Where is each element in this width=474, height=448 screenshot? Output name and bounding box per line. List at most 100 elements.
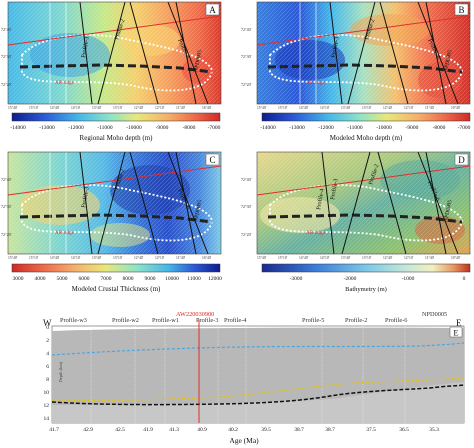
- profile-label: Profile-3: [80, 186, 91, 208]
- lon-tick: 11°40': [425, 106, 434, 110]
- lon-tick: 13°40': [92, 256, 102, 260]
- lon-ticks: 15°40' 15°10' 14°40' 14°10' 13°40' 13°10…: [8, 106, 212, 110]
- lat-tick: 72°40': [1, 177, 12, 182]
- y-axis-label: Depth (km): [58, 361, 63, 382]
- ridge-label: AR-ridge: [306, 231, 326, 236]
- profile-label: Profile-4: [315, 188, 326, 210]
- y-tick: 0: [46, 325, 49, 331]
- colorbar: [261, 263, 471, 273]
- east-label: E: [456, 318, 462, 328]
- x-tick: 35.3: [429, 427, 439, 433]
- ridge-outline: [269, 34, 463, 92]
- profile-label: NPD0005: [193, 49, 203, 72]
- y-tick: 6: [46, 364, 49, 370]
- colorbar-tick: 10000: [165, 276, 179, 282]
- lon-tick: 10°40': [451, 256, 461, 260]
- lat-tick: 72°30': [241, 204, 252, 209]
- colorbar-label: Modeled Moho depth (m): [330, 134, 403, 142]
- profile-label: NPD0005: [443, 199, 453, 222]
- section-profile-label: Profile-w2: [112, 317, 139, 324]
- lat-tick: 72°30': [1, 204, 12, 209]
- lon-tick: 11°40': [425, 256, 434, 260]
- lon-tick: 14°10': [320, 256, 330, 260]
- profile-label: Profile-3: [330, 36, 341, 58]
- lon-tick: 15°10': [29, 256, 39, 260]
- section-profile-label: Profile-4: [224, 317, 247, 324]
- colorbar-tick: -7000: [458, 125, 471, 131]
- profile-label: Profile-3: [329, 178, 340, 200]
- ridge-axis: [267, 63, 463, 74]
- lon-tick: 15°40': [257, 256, 267, 260]
- colorbar-tick: -8000: [183, 125, 196, 131]
- section-profile-label: Profile-5: [302, 317, 324, 324]
- ridge-axis: [267, 213, 463, 224]
- panel-b: Profile-3 Profile-2 Profile-6 NPD0005 AR…: [241, 1, 471, 142]
- ridge-axis: [19, 213, 213, 224]
- colorbar-tick: -13000: [39, 125, 55, 131]
- lon-tick: 13°40': [341, 256, 351, 260]
- colorbar-tick: 11000: [187, 276, 201, 282]
- y-axis-ticks: 0 2 4 6 8 10 12 14: [44, 325, 50, 422]
- colorbar-tick: -7000: [208, 125, 221, 131]
- section-profile-label: Profile-2: [345, 317, 367, 324]
- x-tick: 41.7: [49, 427, 59, 433]
- lon-tick: 13°10': [113, 106, 123, 110]
- x-tick: 41.9: [143, 427, 153, 433]
- lon-tick: 13°40': [341, 106, 351, 110]
- colorbar-tick: -1000: [402, 276, 415, 282]
- panel-a: Profile-3 Profile-2 Profile-6 NPD0005 AR…: [1, 1, 222, 142]
- colorbar-label: Modeled Crustal Thickness (m): [72, 285, 161, 293]
- y-tick: 8: [46, 377, 49, 383]
- lat-tick: 72°20': [1, 82, 12, 87]
- lon-tick: 14°40': [50, 256, 60, 260]
- lon-tick: 12°10': [404, 256, 414, 260]
- lat-tick: 72°40': [241, 27, 252, 32]
- colorbar-tick: -10000: [126, 125, 142, 131]
- colorbar-tick: 5000: [57, 276, 68, 282]
- lon-tick: 12°10': [404, 106, 414, 110]
- section-profile-label: Profile-w1: [152, 317, 179, 324]
- colorbar-label: Regional Moho depth (m): [80, 134, 154, 142]
- colorbar-tick: -9000: [156, 125, 169, 131]
- moho-model-line: [51, 384, 465, 406]
- section-profile-labels: Profile-w3 Profile-w2 Profile-w1 AW22003…: [60, 311, 447, 324]
- panel-d: Profile-4 Profile-3 Profile-2 Profile-6 …: [241, 151, 471, 293]
- lat-tick: 72°20': [241, 232, 252, 237]
- moho-regional-line: [51, 377, 465, 401]
- lat-tick: 72°30': [241, 54, 252, 59]
- lon-ticks: 15°40' 15°10' 14°40' 14°10' 13°40' 13°10…: [257, 256, 461, 260]
- colorbar-tick: -12000: [318, 125, 334, 131]
- seafloor-line: [51, 342, 465, 356]
- ridge-label: AR-ridge: [55, 81, 75, 86]
- colorbar-tick: -14000: [10, 125, 26, 131]
- lon-ticks: 15°40' 15°10' 14°40' 14°10' 13°40' 13°10…: [257, 106, 461, 110]
- x-tick: 41.3: [169, 427, 179, 433]
- profile-label: Profile-3: [80, 36, 91, 58]
- lat-tick: 72°20': [241, 82, 252, 87]
- lon-tick: 14°40': [299, 106, 309, 110]
- lon-ticks: 15°40' 15°10' 14°40' 14°10' 13°40' 13°10…: [8, 256, 212, 260]
- colorbar-tick: 7000: [101, 276, 112, 282]
- colorbar-ticks: -14000 -13000 -12000 -11000 -10000 -9000…: [260, 125, 470, 131]
- ridge-axis: [19, 63, 213, 74]
- lon-tick: 15°40': [257, 106, 267, 110]
- ridge-outline: [269, 184, 463, 242]
- y-tick: 2: [46, 338, 49, 344]
- colorbar-tick: 8000: [123, 276, 134, 282]
- x-tick: 37.5: [366, 427, 376, 433]
- colorbar-tick: -12000: [68, 125, 84, 131]
- colorbar-label: Bathymetry (m): [345, 286, 387, 293]
- x-tick: 38.7: [294, 427, 304, 433]
- lon-tick: 16°40': [202, 106, 212, 110]
- lon-tick: 12°40': [134, 106, 144, 110]
- colorbar-tick: -8000: [433, 125, 446, 131]
- x-tick: 42.5: [115, 427, 125, 433]
- colorbar-tick: 6000: [79, 276, 90, 282]
- lon-tick: 16°40': [202, 256, 212, 260]
- colorbar-ticks: -14000 -13000 -12000 -11000 -10000 -9000…: [10, 125, 220, 131]
- lon-tick: 14°10': [320, 106, 330, 110]
- lon-tick: 15°40': [8, 106, 18, 110]
- x-tick: 42.9: [83, 427, 93, 433]
- lon-tick: 11°40': [176, 256, 185, 260]
- panel-letter: C: [209, 155, 215, 165]
